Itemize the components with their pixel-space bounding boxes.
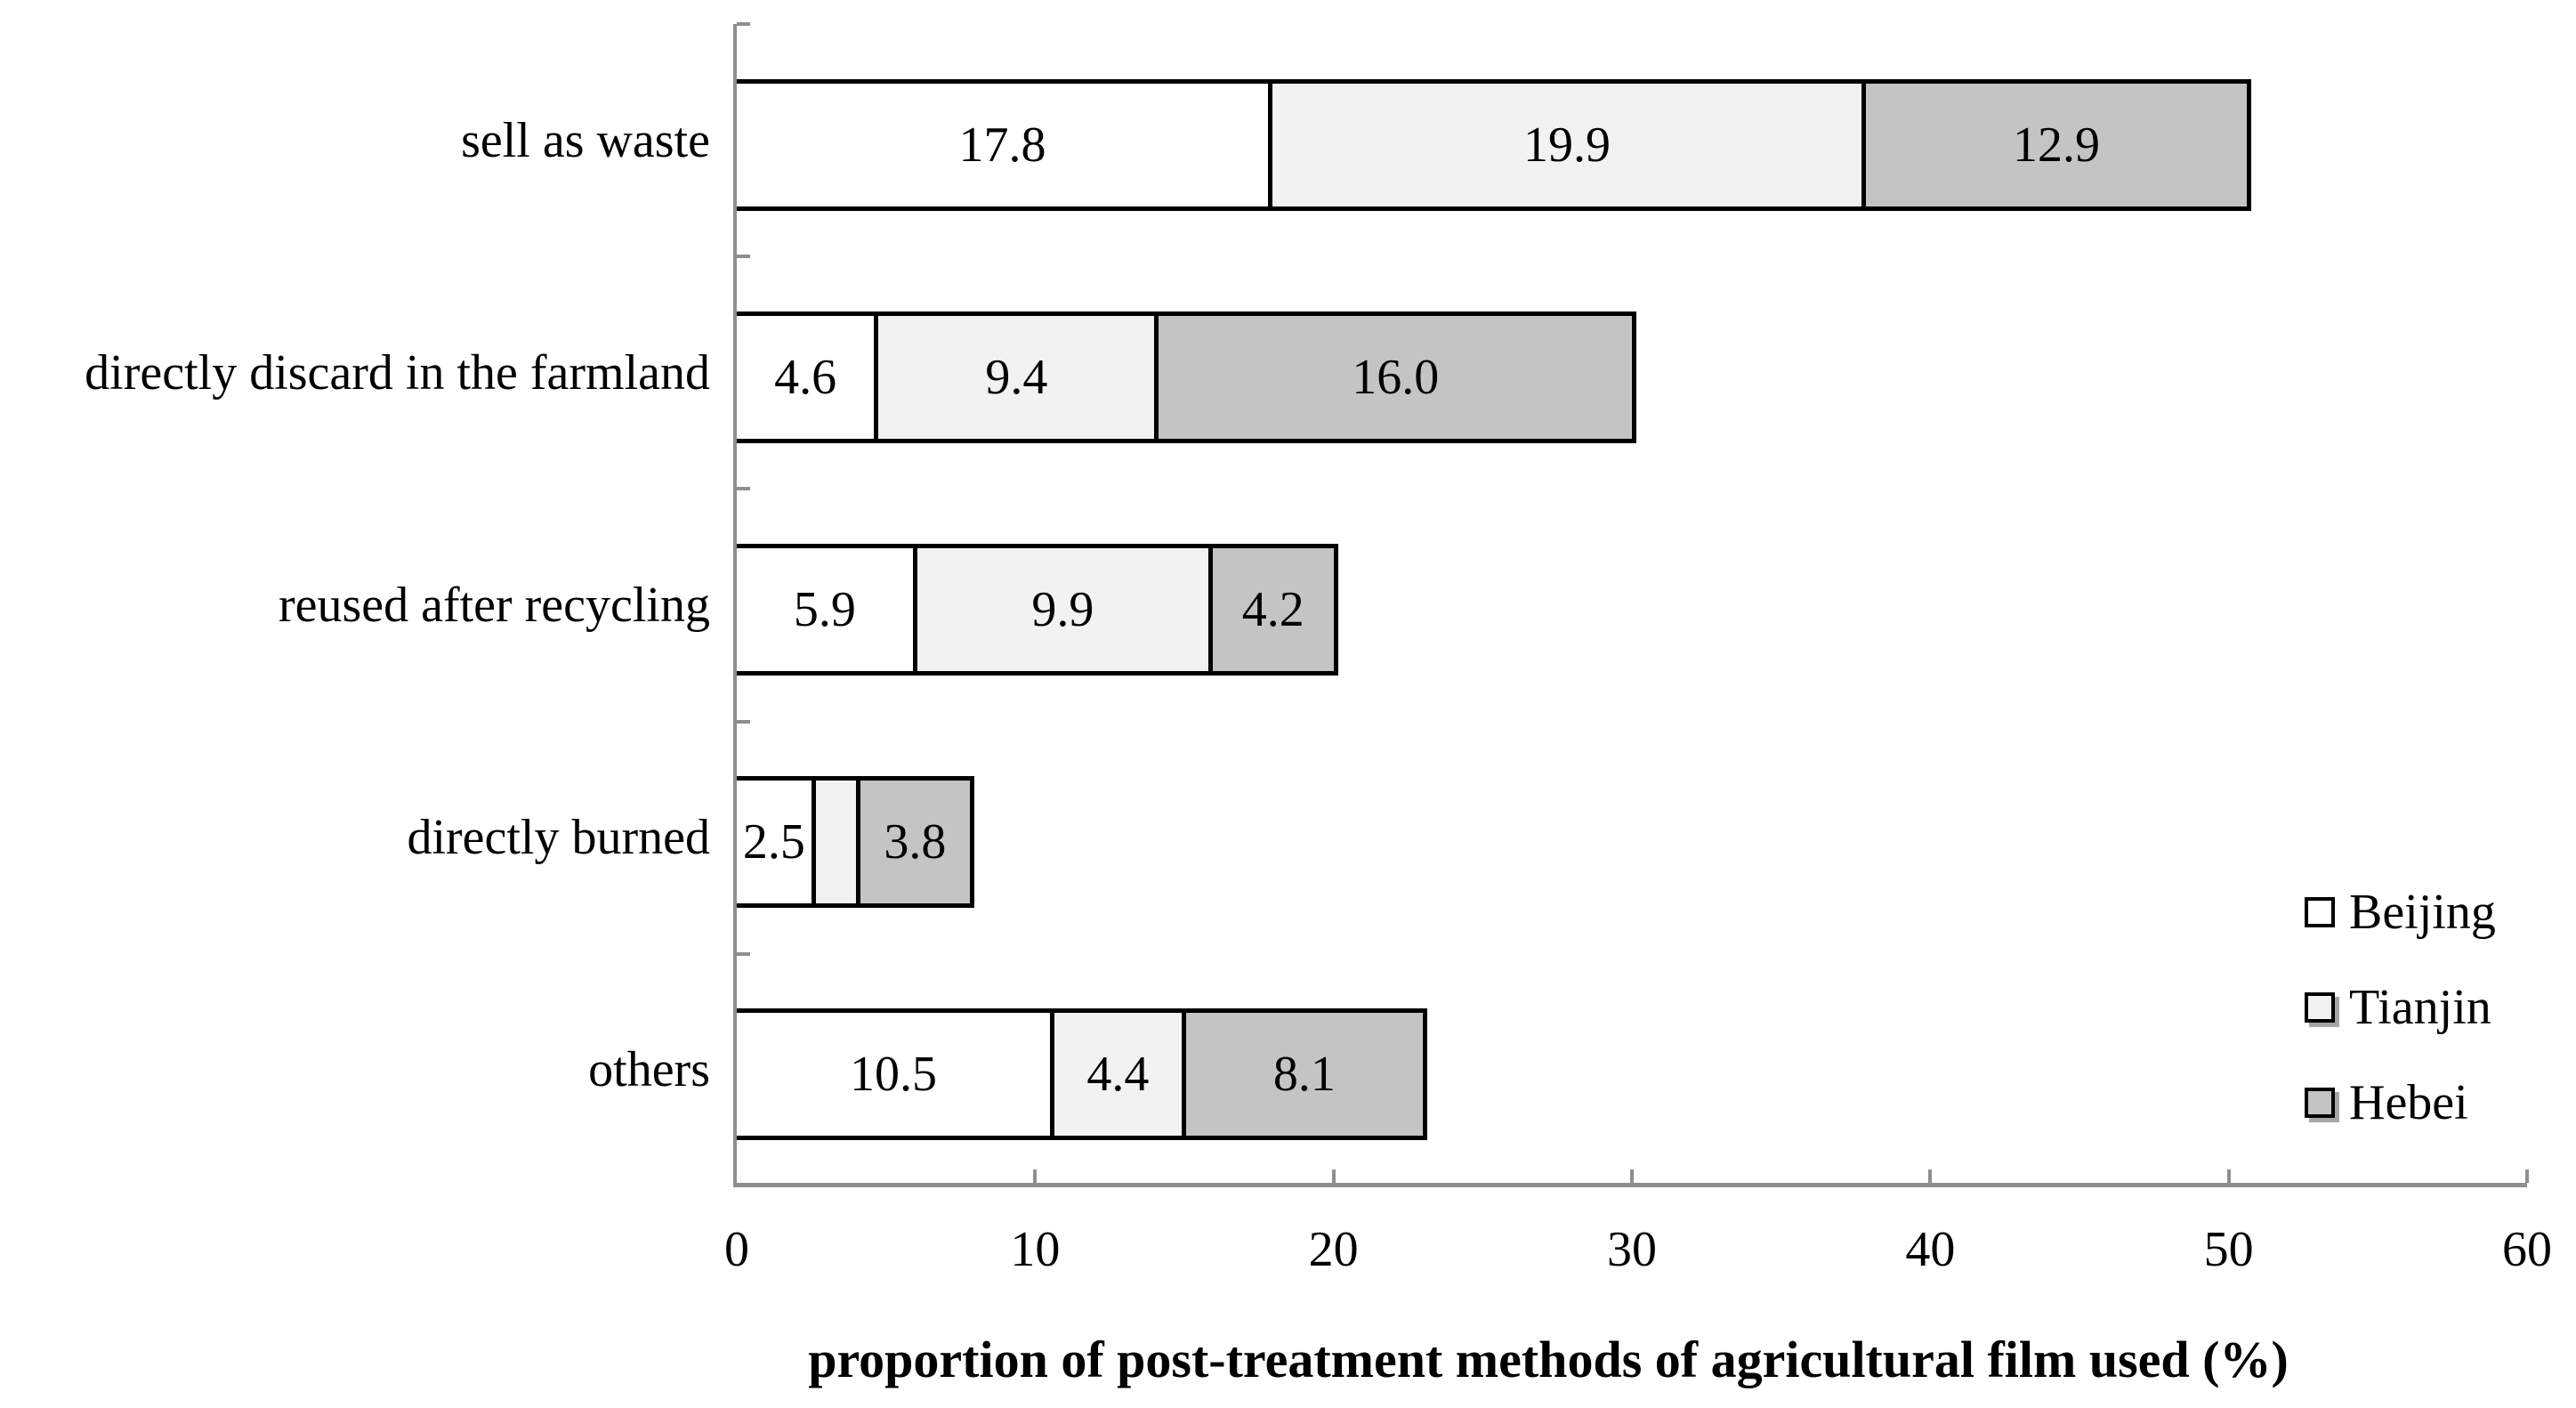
bar-value-label: 16.0 (1352, 349, 1440, 405)
bar-segment-hebei: 8.1 (1181, 1013, 1424, 1137)
bar-segment-beijing: 10.5 (737, 1013, 1051, 1137)
x-tick-label: 20 (1308, 1222, 1359, 1277)
x-axis-tick (1331, 1169, 1336, 1183)
bar-value-label: 3.8 (884, 814, 947, 870)
x-tick-label: 50 (2203, 1222, 2254, 1277)
bar-value-label: 10.5 (850, 1047, 938, 1103)
category-label: reused after recycling (278, 578, 710, 633)
bar-row: 4.6 9.4 16.0 (737, 311, 1636, 443)
x-axis-tick (1033, 1169, 1038, 1183)
legend-label: Beijing (2349, 885, 2496, 940)
bar-segment-hebei: 16.0 (1154, 315, 1632, 439)
bar-value-label: 12.9 (2012, 117, 2100, 173)
legend-item-tianjin: Tianjin (2305, 981, 2491, 1034)
bar-segment-tianjin: 9.9 (912, 548, 1208, 671)
category-label: directly discard in the farmland (85, 344, 710, 401)
bar-segment-tianjin (811, 781, 857, 904)
x-axis-line (733, 1183, 2527, 1187)
x-axis-title: proportion of post-treatment methods of … (808, 1331, 2289, 1388)
legend-swatch (2305, 897, 2335, 927)
x-tick-label: 60 (2502, 1222, 2552, 1277)
bar-value-label: 8.1 (1272, 1047, 1336, 1103)
x-tick-label: 40 (1905, 1222, 1956, 1277)
bar-segment-hebei: 12.9 (1861, 83, 2247, 206)
category-label: sell as waste (461, 112, 710, 168)
legend-item-hebei: Hebei (2305, 1076, 2468, 1129)
legend-label: Hebei (2349, 1075, 2468, 1130)
y-axis-tick (737, 255, 750, 259)
bar-row: 17.8 19.9 12.9 (737, 78, 2251, 211)
x-axis-tick (2226, 1169, 2231, 1183)
bar-value-label: 9.4 (985, 349, 1048, 405)
x-tick-label: 0 (724, 1222, 749, 1277)
bar-value-label: 2.5 (742, 814, 805, 870)
bar-segment-hebei: 3.8 (856, 781, 970, 904)
bar-segment-beijing: 4.6 (737, 315, 875, 439)
bar-segment-tianjin: 9.4 (874, 315, 1155, 439)
bar-value-label: 19.9 (1523, 117, 1611, 173)
bar-row: 10.5 4.4 8.1 (737, 1008, 1428, 1141)
y-axis-line (733, 24, 737, 1186)
bar-value-label: 4.4 (1086, 1047, 1150, 1103)
x-axis-tick (1928, 1169, 1933, 1183)
y-axis-tick (737, 22, 750, 26)
bar-segment-beijing: 17.8 (737, 83, 1268, 206)
bar-segment-tianjin: 19.9 (1267, 83, 1862, 206)
bar-value-label: 4.2 (1241, 582, 1304, 637)
bar-row: 2.5 3.8 (737, 776, 974, 909)
bar-segment-tianjin: 4.4 (1050, 1013, 1182, 1137)
bar-segment-hebei: 4.2 (1207, 548, 1334, 671)
category-label: others (588, 1042, 710, 1098)
bar-value-label: 9.9 (1031, 582, 1094, 637)
y-axis-tick (737, 951, 750, 956)
y-axis-tick (737, 719, 750, 724)
legend-swatch (2305, 1088, 2335, 1118)
bar-value-label: 17.8 (958, 117, 1046, 173)
bar-value-label: 5.9 (793, 582, 856, 637)
bar-row: 5.9 9.9 4.2 (737, 544, 1338, 676)
bar-value-label: 4.6 (774, 349, 837, 405)
x-axis-tick (1630, 1169, 1634, 1183)
category-label: directly burned (407, 810, 710, 866)
bar-segment-beijing: 5.9 (737, 548, 913, 671)
bar-segment-beijing: 2.5 (737, 781, 812, 904)
x-tick-label: 10 (1010, 1222, 1061, 1277)
x-axis-tick (2525, 1169, 2529, 1183)
legend-label: Tianjin (2349, 980, 2491, 1035)
x-tick-label: 30 (1607, 1222, 1657, 1277)
legend-swatch (2305, 992, 2335, 1023)
y-axis-tick (737, 487, 750, 491)
legend-item-beijing: Beijing (2305, 886, 2496, 939)
